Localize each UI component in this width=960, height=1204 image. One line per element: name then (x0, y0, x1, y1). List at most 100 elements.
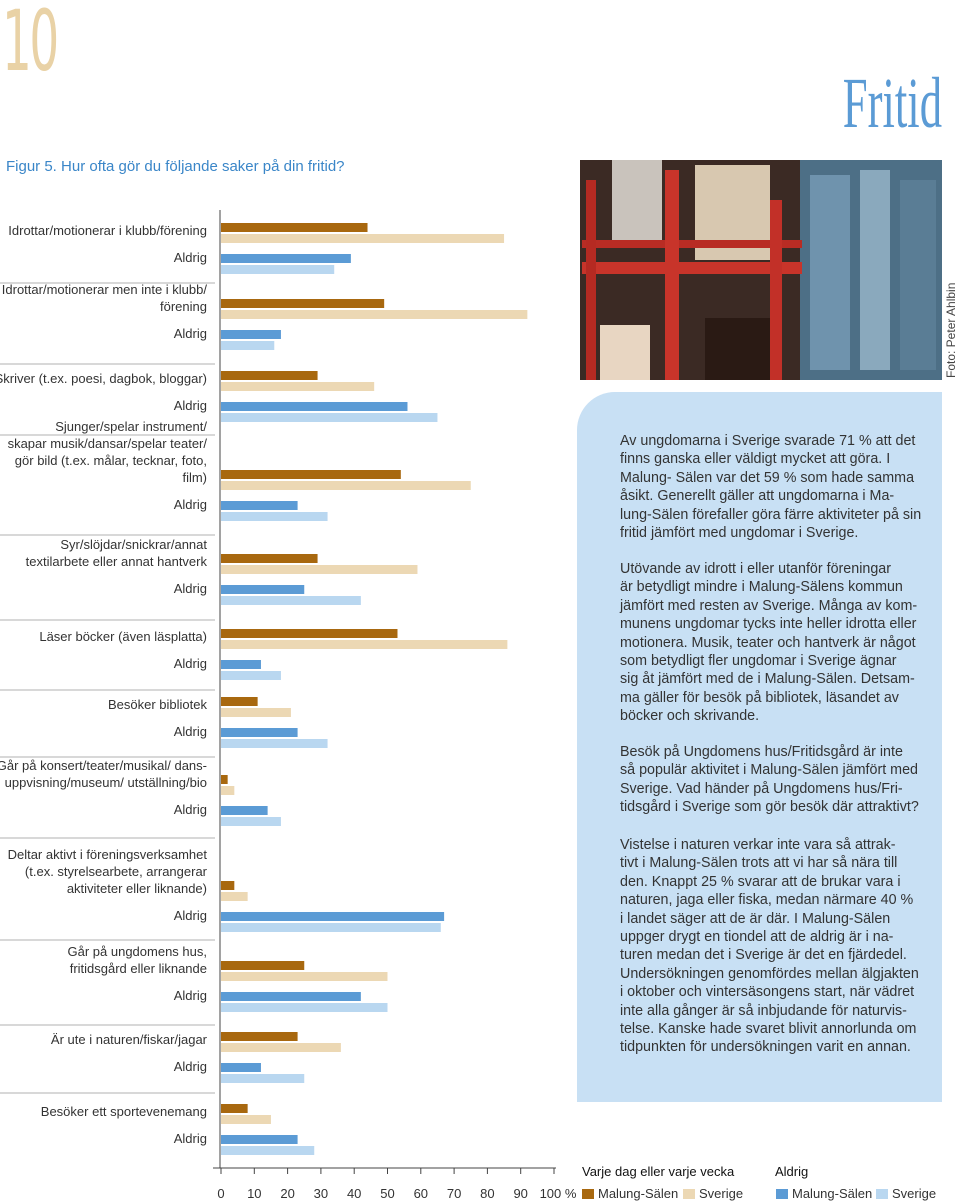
paragraph: Vistelse i naturen verkar inte vara så a… (620, 836, 919, 1057)
aldrig-label: Aldrig (173, 656, 207, 671)
category-label: Går på ungdomens hus, fritidsgård eller … (67, 944, 207, 976)
x-tick-label: 60 (414, 1186, 428, 1201)
x-tick-label: 70 (447, 1186, 461, 1201)
bar (221, 1003, 388, 1012)
photo (580, 160, 942, 380)
legend-swatch (876, 1189, 888, 1199)
text-line: i oktober och vintersäsongens start, när… (620, 984, 915, 1001)
x-tick-label: 20 (280, 1186, 294, 1201)
x-tick-label: 100 % (540, 1186, 577, 1201)
bar (221, 470, 401, 479)
bar (221, 1043, 341, 1052)
bar (221, 1115, 271, 1124)
bar (221, 892, 248, 901)
category-label: Går på konsert/teater/musikal/ dans- upp… (0, 758, 207, 790)
text-line: tidsgård i Sverige som gör besök där att… (620, 799, 919, 816)
paragraph: Besök på Ungdomens hus/Fritidsgård är in… (620, 743, 919, 817)
text-line: motionera. Musik, teater och hantverk är… (620, 634, 916, 651)
bar (221, 223, 368, 232)
paragraph: Utövande av idrott i eller utanför fören… (620, 560, 917, 726)
bar (221, 371, 318, 380)
bar (221, 881, 235, 890)
text-line: Vistelse i naturen verkar inte vara så a… (620, 837, 896, 853)
bar (221, 299, 385, 308)
category-label: Besöker ett sportevenemang (40, 1104, 207, 1119)
x-tick-label: 30 (314, 1186, 328, 1201)
text-line: Besök på Ungdomens hus/Fritidsgård är in… (620, 744, 903, 760)
bar (221, 629, 398, 638)
bar (221, 786, 235, 795)
bar (221, 265, 335, 274)
legend-swatch (776, 1189, 788, 1199)
x-tick-label: 40 (347, 1186, 361, 1201)
figure-caption: Figur 5. Hur ofta gör du följande saker … (6, 158, 345, 175)
category-label: Idrottar/motionerar men inte i klubb/ fö… (1, 282, 207, 314)
bar (221, 728, 298, 737)
bar (221, 912, 445, 921)
photo-credit: Foto: Peter Ahlbin (944, 282, 958, 378)
bar (221, 817, 281, 826)
text-box (577, 392, 942, 1102)
text-line: Sverige. Vad händer på Ungdomens hus/Fri… (620, 780, 903, 797)
text-line: jämfört med resten av Sverige. Många av … (620, 597, 918, 614)
aldrig-label: Aldrig (173, 497, 207, 512)
text-line: i landet säger att de är där. I Malung-S… (620, 910, 891, 927)
bar (221, 1032, 298, 1041)
bar (221, 501, 298, 510)
category-label: Är ute i naturen/fiskar/jagar (50, 1032, 207, 1047)
bar (221, 972, 388, 981)
bar (221, 1135, 298, 1144)
aldrig-label: Aldrig (173, 398, 207, 413)
x-tick-label: 90 (513, 1186, 527, 1201)
bar (221, 1146, 315, 1155)
legend-swatch (582, 1189, 594, 1199)
text-line: finns ganska eller väldigt mycket att gö… (620, 451, 891, 468)
text-line: telse. Kanske hade svaret blivit annorlu… (620, 1021, 917, 1038)
bar (221, 660, 261, 669)
bar (221, 1063, 261, 1072)
legend-swatch (683, 1189, 695, 1199)
aldrig-label: Aldrig (173, 581, 207, 596)
bar (221, 330, 281, 339)
bar (221, 341, 275, 350)
category-label: Deltar aktivt i föreningsverksamhet (t.e… (7, 847, 207, 896)
bar (221, 1104, 248, 1113)
text-line: Undersökningen genomfördes mellan älgjak… (620, 965, 919, 982)
bar (221, 234, 505, 243)
text-line: Av ungdomarna i Sverige svarade 71 % att… (620, 433, 916, 449)
bar (221, 565, 418, 574)
bar (221, 554, 318, 563)
x-tick-label: 80 (480, 1186, 494, 1201)
section-title: Fritid (842, 63, 942, 143)
bar (221, 402, 408, 411)
text-line: ma gäller för besök på bibliotek, läsand… (620, 689, 899, 706)
text-line: den. Knappt 25 % svarar att de brukar va… (620, 873, 901, 890)
text-line: inte alla gånger är så inbjudande för na… (620, 1002, 907, 1019)
category-label: Skriver (t.ex. poesi, dagbok, bloggar) (0, 371, 207, 386)
text-line: Malung- Sälen var det 59 % som hade samm… (620, 469, 915, 486)
bar (221, 708, 291, 717)
bar (221, 596, 361, 605)
text-line: uppger drygt en tiondel att de aldrig är… (620, 929, 894, 946)
bar (221, 254, 351, 263)
text-line: fritid jämfört med ungdomar i Sverige. (620, 525, 859, 542)
text-line: så populär aktivitet i Malung-Sälen jämf… (620, 762, 918, 779)
legend-group: Varje dag eller varje vecka (582, 1164, 735, 1179)
text-line: som betydligt fler ungdomar i Sverige äg… (620, 653, 897, 670)
text-line: lung-Sälen förefaller göra färre aktivit… (620, 506, 922, 523)
legend-label: Malung-Sälen (598, 1186, 678, 1201)
category-label: Läser böcker (även läsplatta) (39, 629, 207, 644)
bar (221, 640, 508, 649)
x-tick-label: 10 (247, 1186, 261, 1201)
aldrig-label: Aldrig (173, 326, 207, 341)
bar (221, 775, 228, 784)
legend-label: Malung-Sälen (792, 1186, 872, 1201)
paragraph: Av ungdomarna i Sverige svarade 71 % att… (620, 432, 921, 542)
x-tick-label: 0 (217, 1186, 224, 1201)
text-line: munens ungdomar tycks inte heller idrott… (620, 616, 917, 633)
aldrig-label: Aldrig (173, 802, 207, 817)
bar (221, 310, 528, 319)
legend-group: Aldrig (775, 1164, 808, 1179)
